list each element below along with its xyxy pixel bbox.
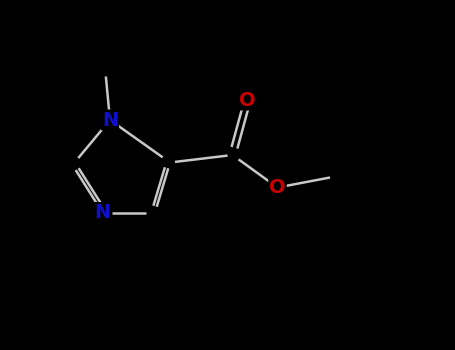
Text: O: O: [239, 91, 256, 110]
Text: N: N: [94, 203, 111, 222]
Text: N: N: [102, 111, 118, 130]
Text: O: O: [269, 178, 286, 197]
